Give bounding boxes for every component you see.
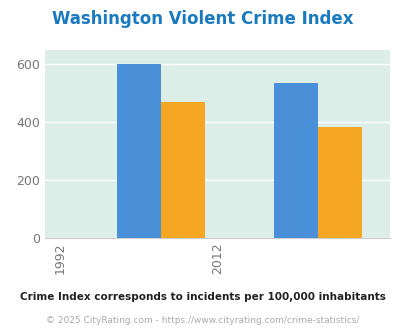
Bar — [317, 127, 360, 238]
Bar — [160, 102, 204, 238]
Bar — [273, 83, 317, 238]
Text: Crime Index corresponds to incidents per 100,000 inhabitants: Crime Index corresponds to incidents per… — [20, 292, 385, 302]
Text: © 2025 CityRating.com - https://www.cityrating.com/crime-statistics/: © 2025 CityRating.com - https://www.city… — [46, 315, 359, 325]
Bar — [117, 64, 160, 238]
Text: Washington Violent Crime Index: Washington Violent Crime Index — [52, 10, 353, 28]
